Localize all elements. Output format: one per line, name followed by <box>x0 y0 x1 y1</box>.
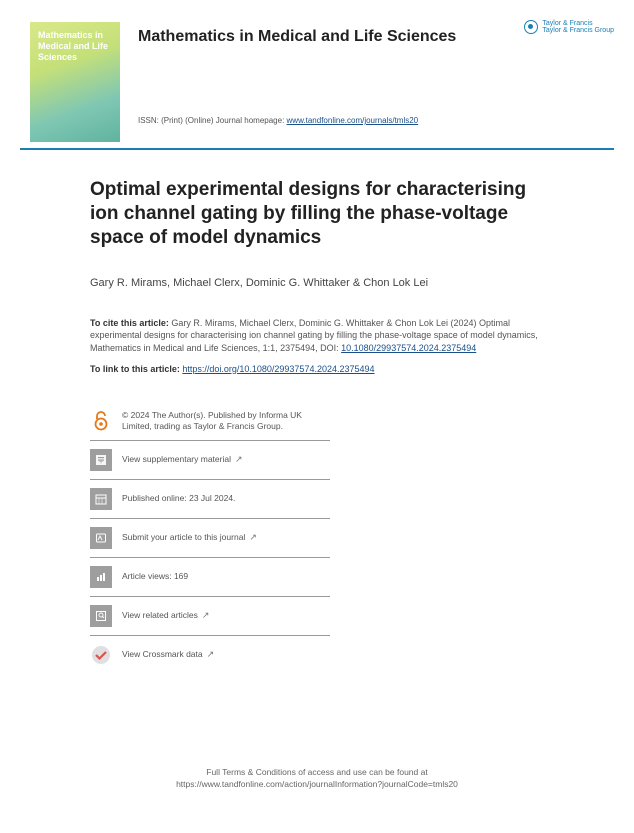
cover-title: Mathematics in Medical and Life Sciences <box>38 30 112 62</box>
external-link-icon: ↗ <box>235 454 243 464</box>
related-row[interactable]: View related articles↗ <box>90 597 330 636</box>
views-icon <box>90 566 112 588</box>
article-content: Optimal experimental designs for charact… <box>0 150 634 674</box>
link-label: To link to this article: <box>90 364 182 374</box>
external-link-icon: ↗ <box>202 610 210 620</box>
crossmark-icon <box>90 644 112 666</box>
submit-text: Submit your article to this journal↗ <box>122 532 257 544</box>
external-link-icon: ↗ <box>249 532 257 542</box>
article-authors: Gary R. Mirams, Michael Clerx, Dominic G… <box>90 277 544 289</box>
related-text: View related articles↗ <box>122 610 209 622</box>
supplementary-icon: + <box>90 449 112 471</box>
action-list: © 2024 The Author(s). Published by Infor… <box>90 402 330 674</box>
submit-row[interactable]: Submit your article to this journal↗ <box>90 519 330 558</box>
supplementary-text: View supplementary material↗ <box>122 454 243 466</box>
license-text: © 2024 The Author(s). Published by Infor… <box>122 410 330 432</box>
published-text: Published online: 23 Jul 2024. <box>122 493 235 504</box>
submit-icon <box>90 527 112 549</box>
journal-cover-thumbnail: Mathematics in Medical and Life Sciences <box>30 22 120 142</box>
footer-line1: Full Terms & Conditions of access and us… <box>0 767 634 779</box>
publisher-logo: Taylor & Francis Taylor & Francis Group <box>524 20 614 34</box>
article-title: Optimal experimental designs for charact… <box>90 178 544 249</box>
views-row: Article views: 169 <box>90 558 330 597</box>
journal-homepage-link[interactable]: www.tandfonline.com/journals/tmls20 <box>287 116 419 125</box>
related-icon <box>90 605 112 627</box>
link-block: To link to this article: https://doi.org… <box>90 364 544 374</box>
citation-label: To cite this article: <box>90 318 169 328</box>
journal-name: Mathematics in Medical and Life Sciences <box>138 28 456 46</box>
crossmark-text: View Crossmark data↗ <box>122 649 214 661</box>
citation-block: To cite this article: Gary R. Mirams, Mi… <box>90 317 544 353</box>
open-access-icon <box>90 410 112 432</box>
supplementary-row[interactable]: + View supplementary material↗ <box>90 441 330 480</box>
article-doi-link[interactable]: https://doi.org/10.1080/29937574.2024.23… <box>182 364 374 374</box>
publisher-name: Taylor & Francis Taylor & Francis Group <box>542 20 614 34</box>
published-row: Published online: 23 Jul 2024. <box>90 480 330 519</box>
issn-prefix: ISSN: (Print) (Online) Journal homepage: <box>138 116 287 125</box>
license-row: © 2024 The Author(s). Published by Infor… <box>90 402 330 441</box>
views-text: Article views: 169 <box>122 571 188 582</box>
citation-doi-link[interactable]: 10.1080/29937574.2024.2375494 <box>341 343 476 353</box>
issn-line: ISSN: (Print) (Online) Journal homepage:… <box>138 116 456 125</box>
journal-meta: Mathematics in Medical and Life Sciences… <box>138 22 456 125</box>
page-footer: Full Terms & Conditions of access and us… <box>0 767 634 791</box>
calendar-icon <box>90 488 112 510</box>
external-link-icon: ↗ <box>207 649 215 659</box>
svg-text:+: + <box>99 459 103 466</box>
crossmark-row[interactable]: View Crossmark data↗ <box>90 636 330 674</box>
footer-line2: https://www.tandfonline.com/action/journ… <box>0 779 634 791</box>
publisher-mark-icon <box>524 20 538 34</box>
